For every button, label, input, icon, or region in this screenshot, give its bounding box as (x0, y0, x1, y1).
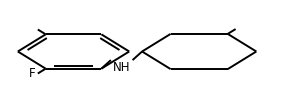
Text: F: F (29, 67, 36, 80)
Text: NH: NH (113, 61, 131, 74)
